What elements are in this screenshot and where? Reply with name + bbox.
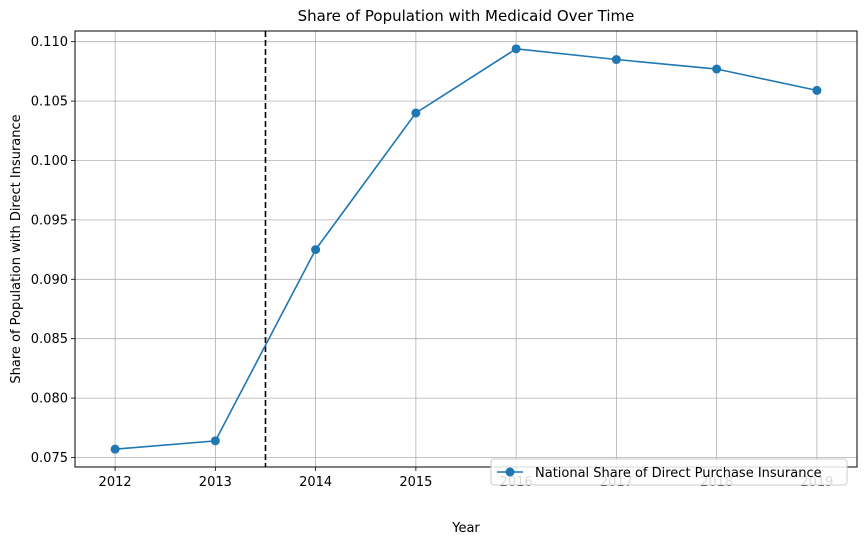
y-tick-label: 0.105 [31, 95, 68, 110]
legend: National Share of Direct Purchase Insura… [490, 458, 848, 486]
data-point [210, 436, 220, 446]
data-point [611, 55, 621, 65]
data-point [110, 444, 120, 454]
y-tick-label: 0.090 [31, 273, 68, 288]
y-tick-label: 0.100 [31, 154, 68, 169]
series-group [110, 44, 822, 454]
series-line [115, 47, 818, 450]
data-point [411, 108, 421, 118]
y-axis-label: Share of Population with Direct Insuranc… [9, 114, 24, 383]
grid [75, 31, 857, 467]
x-tick-label: 2014 [299, 475, 332, 490]
legend-box [490, 458, 848, 486]
data-point [511, 44, 521, 54]
x-tick-label: 2012 [99, 475, 132, 490]
y-tick-label: 0.080 [31, 392, 68, 407]
legend-label: National Share of Direct Purchase Insura… [535, 466, 822, 481]
plot-frame [74, 30, 858, 468]
y-tick-label: 0.110 [31, 35, 68, 50]
legend-marker-swatch [505, 467, 515, 477]
y-tick-label: 0.095 [31, 213, 68, 228]
y-tick-label: 0.085 [31, 332, 68, 347]
y-axis-ticks: 0.075 0.080 0.085 0.090 0.095 0.100 0.105 0.110 [31, 35, 75, 466]
x-tick-label: 2015 [399, 475, 432, 490]
data-point [311, 245, 321, 255]
data-point [712, 64, 722, 74]
y-tick-label: 0.075 [31, 451, 68, 466]
chart-title: Share of Population with Medicaid Over T… [298, 7, 635, 25]
data-point [812, 85, 822, 95]
x-tick-label: 2013 [199, 475, 232, 490]
x-axis-label: Year [451, 521, 480, 536]
